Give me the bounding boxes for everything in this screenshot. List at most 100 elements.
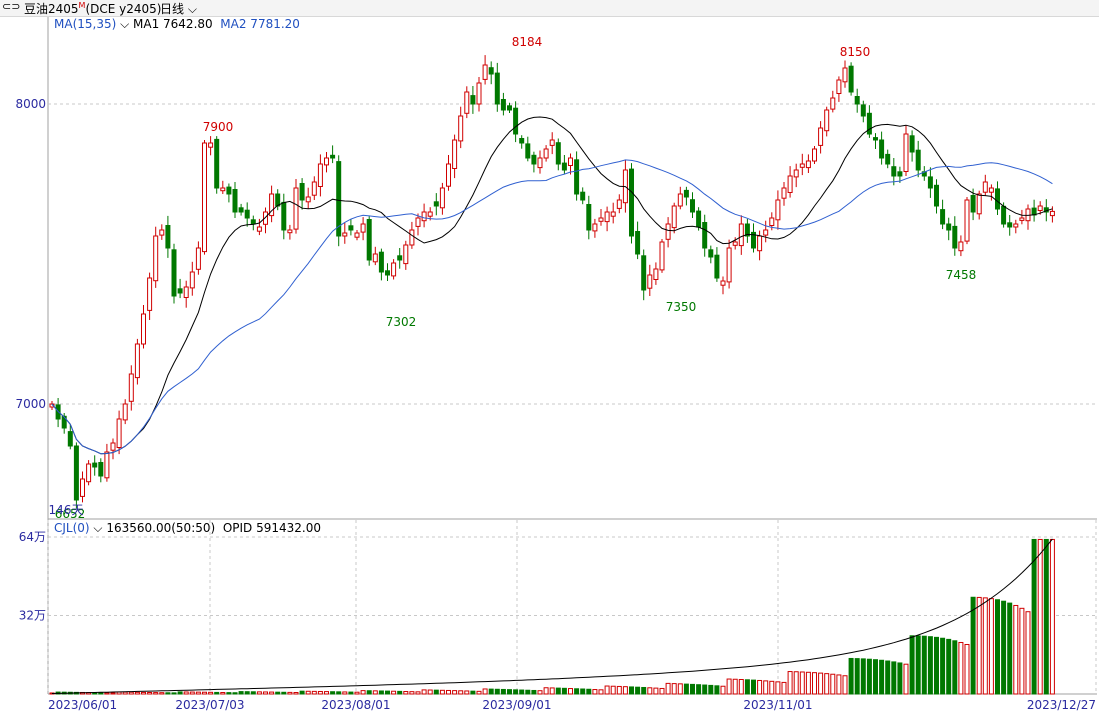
volume-bar — [464, 690, 470, 695]
volume-bar — [1019, 607, 1025, 695]
candle-body — [287, 229, 293, 234]
candle-body — [244, 209, 250, 219]
candle-body — [568, 157, 573, 166]
price-annotation-low: 7458 — [946, 268, 977, 282]
candle-body — [342, 232, 348, 237]
candle-body — [1019, 217, 1025, 221]
volume-bar — [732, 678, 738, 695]
candle-body — [781, 187, 787, 199]
candle-body — [988, 187, 994, 193]
candle-body — [964, 199, 970, 242]
candle-body — [787, 175, 793, 193]
volume-bar — [238, 691, 244, 695]
open-interest-line — [51, 538, 1053, 694]
ma1-value: MA1 7642.80 — [133, 17, 213, 31]
candle-body — [110, 442, 116, 451]
candle-body — [116, 418, 122, 448]
volume-bar — [799, 671, 805, 695]
volume-bar — [921, 635, 927, 695]
volume-bar — [519, 689, 525, 695]
candle-body — [793, 169, 799, 178]
candle-body — [403, 244, 409, 265]
candle-body — [214, 138, 220, 189]
candle-body — [141, 313, 146, 345]
volume-bar — [671, 683, 677, 695]
volume-bar — [629, 686, 634, 695]
candle-body — [397, 255, 403, 261]
volume-bar — [1025, 611, 1031, 695]
chevron-down-icon[interactable]: ⌵ — [116, 17, 134, 31]
volume-bar — [385, 690, 390, 695]
volume-bar — [568, 688, 573, 695]
chevron-down-icon[interactable]: ⌵ — [89, 521, 107, 535]
volume-bar — [202, 691, 207, 695]
volume-bar — [189, 691, 195, 695]
candle-body — [537, 157, 543, 169]
volume-bar — [366, 690, 372, 695]
exchange-code: (DCE y2405) — [85, 2, 162, 16]
link-icon[interactable]: ⊂⊃ — [2, 0, 21, 13]
date-tick-label: 2023/06/01 — [48, 698, 117, 712]
candle-body — [238, 207, 244, 213]
volume-bar — [555, 687, 561, 695]
volume-bar — [128, 691, 134, 695]
volume-bar — [793, 671, 799, 695]
candle-body — [854, 96, 860, 105]
volume-bar — [275, 691, 281, 695]
candle-body — [860, 104, 866, 117]
volume-indicator-label[interactable]: CJL(0) — [54, 521, 90, 535]
volume-bar — [775, 681, 781, 695]
candle-body — [763, 229, 769, 236]
price-tick-label: 7000 — [15, 397, 46, 411]
symbol-title[interactable]: 豆油2405M(DCE y2405) — [24, 0, 161, 17]
volume-bar — [1013, 604, 1019, 695]
volume-bar — [958, 641, 964, 695]
candle-body — [970, 195, 976, 213]
candle-body — [946, 223, 952, 231]
date-tick-label: 2023/09/01 — [482, 698, 551, 712]
candle-body — [458, 115, 464, 142]
volume-bar — [244, 691, 250, 695]
period-selector[interactable]: 日线 ⌵ — [160, 0, 197, 17]
volume-bar — [336, 691, 342, 695]
volume-bar — [757, 679, 763, 695]
candle-body — [769, 217, 775, 226]
candle-body — [738, 223, 744, 247]
volume-bar — [940, 637, 946, 695]
candle-body — [409, 229, 415, 246]
ma-indicator-label[interactable]: MA(15,35) — [54, 17, 117, 31]
candle-body — [714, 254, 720, 279]
candle-body — [677, 193, 683, 207]
volume-bar — [988, 598, 994, 695]
volume-bar — [183, 691, 189, 695]
volume-bar — [665, 682, 671, 695]
volume-bar — [738, 679, 744, 695]
candle-body — [940, 209, 946, 225]
price-annotation-high: 7900 — [203, 120, 234, 134]
volume-bar — [488, 688, 494, 695]
candle-body — [324, 157, 329, 166]
volume-bar — [909, 635, 915, 695]
date-tick-label: 2023/11/01 — [743, 698, 812, 712]
volume-bar — [311, 690, 317, 695]
candle-body — [488, 67, 494, 75]
volume-bar — [836, 674, 842, 695]
candle-body — [263, 211, 268, 225]
volume-bar — [214, 691, 220, 695]
volume-bar — [1043, 538, 1049, 695]
candle-body — [80, 478, 85, 497]
candle-body — [665, 223, 671, 240]
volume-bar — [708, 684, 714, 695]
open-interest-value: OPID 591432.00 — [222, 521, 321, 535]
candle-body — [744, 223, 750, 237]
candle-body — [293, 187, 299, 230]
candle-body — [330, 154, 336, 159]
volume-bar — [622, 686, 628, 695]
volume-bar — [378, 690, 384, 695]
candle-body — [147, 277, 153, 311]
volume-tick-label: 32万 — [19, 609, 46, 623]
candle-body — [555, 142, 561, 165]
candle-body — [726, 247, 732, 283]
volume-bar — [683, 683, 689, 695]
